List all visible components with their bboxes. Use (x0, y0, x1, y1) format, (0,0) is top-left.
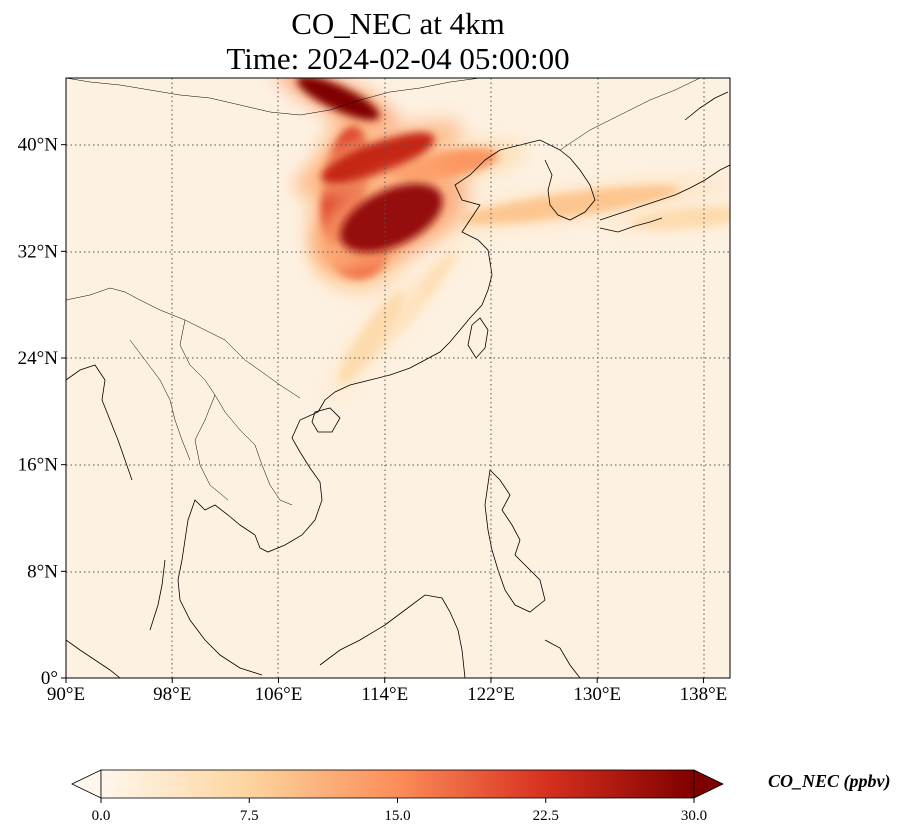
x-tick-label: 106°E (255, 684, 303, 705)
x-tick-label: 90°E (47, 684, 85, 705)
colorbar: 0.0 7.5 15.0 22.5 30.0 (71, 769, 724, 824)
y-tick-label: 16°N (18, 455, 59, 476)
plume-korea-japan-outflow (461, 185, 680, 225)
plume-north-china-plain-core (340, 183, 443, 253)
y-tick-label: 24°N (18, 348, 59, 369)
plume-shanxi-band (321, 132, 435, 184)
colorbar-tick-label: 7.5 (240, 808, 259, 824)
y-tick-label: 8°N (27, 561, 58, 582)
y-tick-label: 0° (41, 668, 58, 689)
plume-layer (276, 78, 730, 407)
map-time-subtitle: Time: 2024-02-04 05:00:00 (226, 41, 570, 76)
colorbar-ticks: 0.0 7.5 15.0 22.5 30.0 (92, 798, 707, 824)
colorbar-label: CO_NEC (ppbv) (768, 771, 891, 791)
x-axis-ticks: 90°E 98°E 106°E 114°E 122°E 130°E 138°E (47, 678, 727, 705)
y-axis-ticks: 0° 8°N 16°N 24°N 32°N 40°N (18, 135, 66, 689)
map-title: CO_NEC at 4km (291, 6, 505, 41)
y-tick-label: 32°N (18, 241, 59, 262)
x-tick-label: 130°E (573, 684, 621, 705)
y-tick-label: 40°N (18, 135, 59, 156)
colorbar-tick-label: 0.0 (92, 808, 111, 824)
colorbar-tick-label: 22.5 (533, 808, 559, 824)
coastlines (66, 91, 730, 678)
x-tick-label: 138°E (680, 684, 728, 705)
map-frame (65, 77, 731, 679)
concentration-field (66, 78, 730, 678)
colorbar-tick-label: 15.0 (384, 808, 410, 824)
colorbar-tick-label: 30.0 (681, 808, 707, 824)
colorbar-extend-min (71, 769, 102, 799)
colorbar-gradient (100, 769, 695, 799)
plume-northern-arc (297, 78, 380, 120)
x-tick-label: 122°E (467, 684, 515, 705)
gridlines (66, 78, 730, 678)
country-borders (66, 78, 701, 506)
x-tick-label: 114°E (361, 684, 408, 705)
x-tick-label: 98°E (153, 684, 191, 705)
colorbar-extend-max (693, 769, 724, 799)
plume-south-china-tail (338, 292, 405, 384)
plume-japan-east-tail (630, 206, 730, 230)
